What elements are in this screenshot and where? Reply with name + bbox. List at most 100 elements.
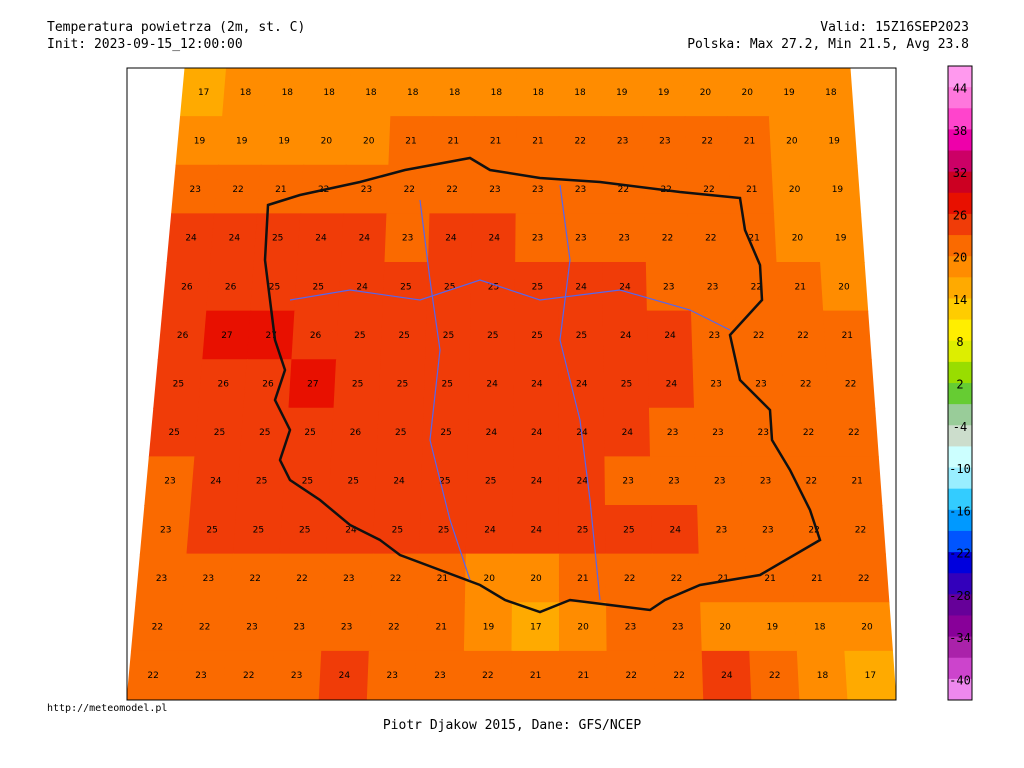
temperature-value: 24 <box>664 331 676 341</box>
temperature-value: 23 <box>575 234 586 244</box>
temperature-value: 22 <box>575 136 586 146</box>
colorbar-segment <box>948 319 972 342</box>
temperature-value: 25 <box>259 428 270 438</box>
temperature-value: 21 <box>764 574 775 584</box>
temperature-value: 20 <box>789 185 801 195</box>
temperature-value: 23 <box>164 477 175 487</box>
temperature-value: 23 <box>622 477 633 487</box>
temperature-value: 25 <box>576 331 587 341</box>
temperature-value: 23 <box>532 185 543 195</box>
temperature-value: 25 <box>440 428 451 438</box>
temperature-value: 23 <box>712 428 723 438</box>
temperature-value: 25 <box>485 477 496 487</box>
temperature-value: 23 <box>575 185 586 195</box>
temperature-value: 22 <box>147 671 158 681</box>
temperature-value: 25 <box>439 477 450 487</box>
temperature-value: 20 <box>321 136 333 146</box>
temperature-value: 23 <box>659 136 670 146</box>
temperature-value: 19 <box>832 185 844 195</box>
temperature-value: 23 <box>195 671 206 681</box>
valid-time: Valid: 15Z16SEP2023 <box>820 20 969 35</box>
temperature-value: 27 <box>266 331 277 341</box>
temperature-value: 23 <box>532 234 543 244</box>
temperature-value: 24 <box>620 331 632 341</box>
temperature-value: 24 <box>345 525 357 535</box>
temperature-value: 25 <box>443 331 454 341</box>
temperature-value: 20 <box>792 234 804 244</box>
temperature-value: 20 <box>700 88 712 98</box>
temperature-value: 24 <box>356 282 368 292</box>
temperature-value: 23 <box>160 525 171 535</box>
temperature-value: 26 <box>217 380 229 390</box>
colorbar-label: 14 <box>953 293 967 307</box>
temperature-value: 19 <box>828 136 840 146</box>
temperature-value: 22 <box>626 671 637 681</box>
temperature-value: 25 <box>488 282 499 292</box>
colorbar-segment <box>948 425 972 447</box>
temperature-value: 18 <box>240 88 252 98</box>
temperature-value: 18 <box>574 88 586 98</box>
temperature-value: 20 <box>838 282 850 292</box>
temperature-value: 22 <box>662 234 673 244</box>
temperature-value: 23 <box>617 136 628 146</box>
temperature-value: 25 <box>400 282 411 292</box>
colorbar-label: -22 <box>949 547 971 561</box>
colorbar-label: -34 <box>949 631 971 645</box>
colorbar-segment <box>948 66 972 88</box>
temperature-value: 20 <box>742 88 754 98</box>
colorbar-segment <box>948 530 972 553</box>
colorbar-segment <box>948 108 972 130</box>
temperature-value: 21 <box>530 671 541 681</box>
temperature-value: 23 <box>672 623 683 633</box>
temperature-value: 24 <box>531 525 543 535</box>
stats: Polska: Max 27.2, Min 21.5, Avg 23.8 <box>687 37 969 52</box>
colorbar-label: 20 <box>953 251 967 265</box>
temperature-value: 23 <box>714 477 725 487</box>
temperature-value: 22 <box>249 574 260 584</box>
temperature-value: 22 <box>705 234 716 244</box>
temperature-value: 24 <box>489 234 501 244</box>
colorbar-segment <box>948 192 972 215</box>
colorbar-label: -10 <box>949 462 971 476</box>
temperature-value: 25 <box>253 525 264 535</box>
temperature-value: 21 <box>718 574 729 584</box>
colorbar-label: 26 <box>953 208 967 222</box>
colorbar-segment <box>948 87 972 109</box>
admin-lines <box>559 184 601 601</box>
temperature-value: 24 <box>393 477 405 487</box>
temperature-value: 23 <box>341 623 352 633</box>
temperature-value: 26 <box>262 380 274 390</box>
temperature-value: 23 <box>402 234 413 244</box>
temperature-value: 22 <box>803 428 814 438</box>
temperature-value: 22 <box>671 574 682 584</box>
temperature-value: 18 <box>323 88 335 98</box>
temperature-value: 23 <box>294 623 305 633</box>
temperature-value: 20 <box>861 623 873 633</box>
temperature-value: 26 <box>350 428 362 438</box>
temperature-value: 25 <box>348 477 359 487</box>
temperature-value: 17 <box>198 88 209 98</box>
temperature-value: 19 <box>835 234 847 244</box>
temperature-value: 25 <box>438 525 449 535</box>
source-url: http://meteomodel.pl <box>47 703 168 714</box>
temperature-value: 21 <box>275 185 286 195</box>
temperature-value: 19 <box>483 623 495 633</box>
temperature-value: 23 <box>758 428 769 438</box>
colorbar-segment <box>948 277 972 299</box>
colorbar-segment <box>948 129 972 152</box>
temperature-value: 21 <box>851 477 862 487</box>
temperature-value: 23 <box>361 185 372 195</box>
temperature-value: 25 <box>313 282 324 292</box>
temperature-value: 23 <box>625 623 636 633</box>
temperature-value: 23 <box>291 671 302 681</box>
temperature-value: 25 <box>397 380 408 390</box>
temperature-value: 25 <box>304 428 315 438</box>
temperature-value: 18 <box>282 88 294 98</box>
colorbar-segment <box>948 171 972 194</box>
colorbar-label: 2 <box>956 378 963 392</box>
temperature-value: 25 <box>442 380 453 390</box>
temperature-value: 23 <box>710 380 721 390</box>
temperature-value: 23 <box>190 185 201 195</box>
temperature-value: 24 <box>359 234 371 244</box>
temperature-value: 24 <box>445 234 457 244</box>
